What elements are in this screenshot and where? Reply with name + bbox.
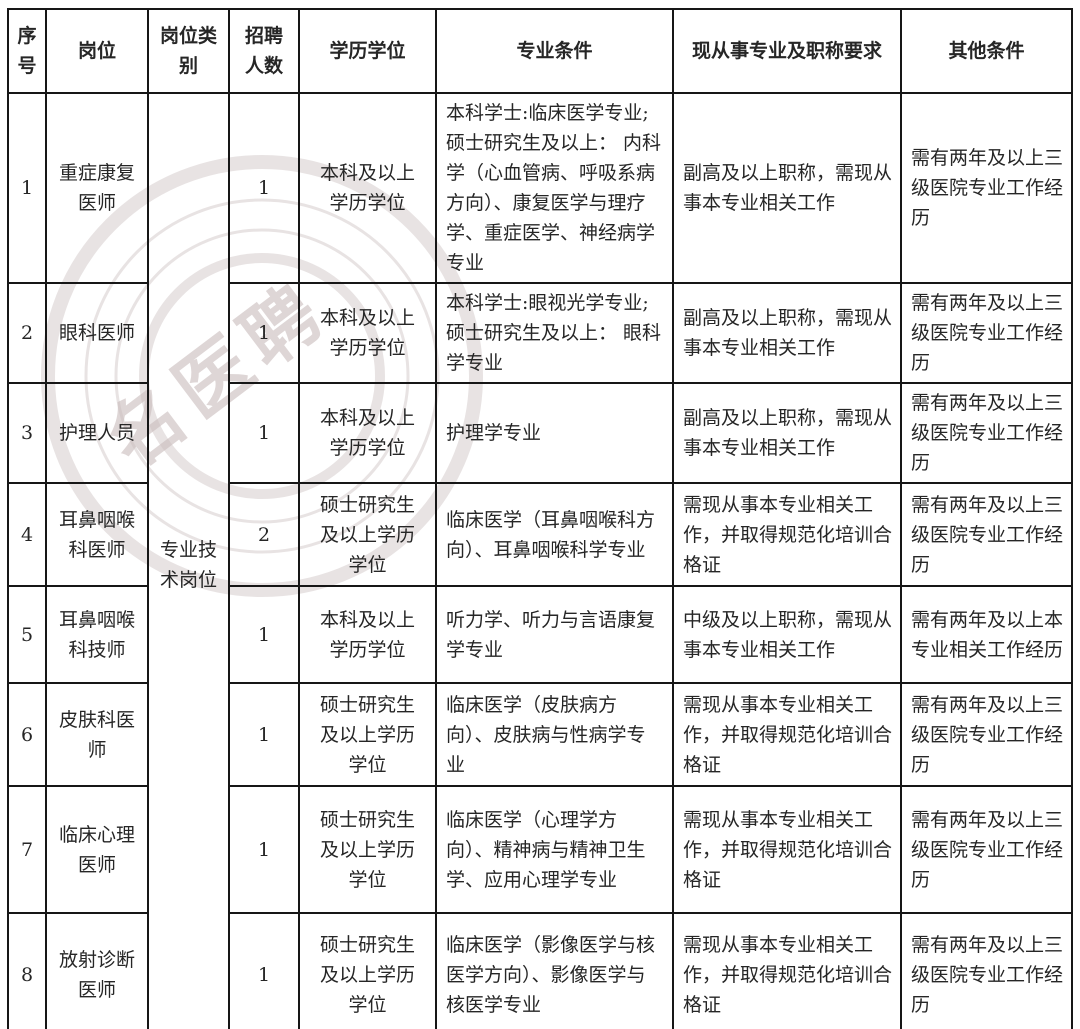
cell-title-requirement: 需现从事本专业相关工作，并取得规范化培训合格证 bbox=[672, 785, 902, 914]
column-header-major: 专业条件 bbox=[435, 8, 674, 94]
cell-serial: 8 bbox=[7, 912, 47, 1029]
cell-education: 硕士研究生 及以上学历 学位 bbox=[298, 682, 437, 787]
cell-position: 临床心理 医师 bbox=[45, 785, 149, 914]
cell-major-requirement: 护理学专业 bbox=[435, 382, 674, 484]
cell-major-requirement: 临床医学（耳鼻咽喉科方向）、耳鼻咽喉科学专业 bbox=[435, 482, 674, 587]
cell-other-requirement: 需有两年及以上三级医院专业工作经历 bbox=[900, 785, 1073, 914]
table-row: 7 临床心理 医师 1 硕士研究生 及以上学历 学位 临床医学（心理学方向）、精… bbox=[7, 785, 1073, 914]
cell-serial: 6 bbox=[7, 682, 47, 787]
cell-major-requirement: 临床医学（影像医学与核医学方向）、影像医学与核医学专业 bbox=[435, 912, 674, 1029]
cell-count: 1 bbox=[228, 282, 300, 384]
cell-title-requirement: 需现从事本专业相关工作，并取得规范化培训合格证 bbox=[672, 482, 902, 587]
cell-education: 本科及以上 学历学位 bbox=[298, 282, 437, 384]
recruitment-table: 序 号 岗位 岗位类 别 招聘 人数 学历学位 专业条件 现从事专业及职称要求 … bbox=[7, 8, 1073, 1029]
column-header-count: 招聘 人数 bbox=[228, 8, 300, 94]
cell-title-requirement: 需现从事本专业相关工作，并取得规范化培训合格证 bbox=[672, 912, 902, 1029]
table-row: 2 眼科医师 1 本科及以上 学历学位 本科学士:眼视光学专业;硕士研究生及以上… bbox=[7, 282, 1073, 384]
column-header-education: 学历学位 bbox=[298, 8, 437, 94]
cell-education: 硕士研究生 及以上学历 学位 bbox=[298, 482, 437, 587]
column-header-category: 岗位类 别 bbox=[147, 8, 230, 94]
cell-major-requirement: 临床医学（心理学方向）、精神病与精神卫生学、应用心理学专业 bbox=[435, 785, 674, 914]
cell-count: 1 bbox=[228, 682, 300, 787]
cell-position: 眼科医师 bbox=[45, 282, 149, 384]
cell-category: 专业技 术岗位 bbox=[147, 92, 230, 1029]
cell-education: 本科及以上 学历学位 bbox=[298, 585, 437, 684]
table-row: 6 皮肤科医 师 1 硕士研究生 及以上学历 学位 临床医学（皮肤病方向）、皮肤… bbox=[7, 682, 1073, 787]
column-header-title-requirement: 现从事专业及职称要求 bbox=[672, 8, 902, 94]
cell-other-requirement: 需有两年及以上三级医院专业工作经历 bbox=[900, 282, 1073, 384]
cell-serial: 5 bbox=[7, 585, 47, 684]
cell-other-requirement: 需有两年及以上本专业相关工作经历 bbox=[900, 585, 1073, 684]
header-row: 序 号 岗位 岗位类 别 招聘 人数 学历学位 专业条件 现从事专业及职称要求 … bbox=[7, 8, 1073, 94]
cell-serial: 4 bbox=[7, 482, 47, 587]
table-row: 5 耳鼻咽喉 科技师 1 本科及以上 学历学位 听力学、听力与言语康复学专业 中… bbox=[7, 585, 1073, 684]
cell-other-requirement: 需有两年及以上三级医院专业工作经历 bbox=[900, 482, 1073, 587]
cell-other-requirement: 需有两年及以上三级医院专业工作经历 bbox=[900, 912, 1073, 1029]
cell-major-requirement: 临床医学（皮肤病方向）、皮肤病与性病学专业 bbox=[435, 682, 674, 787]
cell-education: 硕士研究生 及以上学历 学位 bbox=[298, 785, 437, 914]
cell-serial: 2 bbox=[7, 282, 47, 384]
cell-education: 硕士研究生 及以上学历 学位 bbox=[298, 912, 437, 1029]
cell-education: 本科及以上 学历学位 bbox=[298, 92, 437, 284]
cell-count: 1 bbox=[228, 785, 300, 914]
cell-title-requirement: 中级及以上职称，需现从事本专业相关工作 bbox=[672, 585, 902, 684]
cell-position: 耳鼻咽喉 科医师 bbox=[45, 482, 149, 587]
cell-major-requirement: 本科学士:眼视光学专业;硕士研究生及以上： 眼科学专业 bbox=[435, 282, 674, 384]
cell-position: 重症康复 医师 bbox=[45, 92, 149, 284]
cell-major-requirement: 听力学、听力与言语康复学专业 bbox=[435, 585, 674, 684]
column-header-position: 岗位 bbox=[45, 8, 149, 94]
cell-title-requirement: 副高及以上职称，需现从事本专业相关工作 bbox=[672, 92, 902, 284]
cell-other-requirement: 需有两年及以上三级医院专业工作经历 bbox=[900, 382, 1073, 484]
cell-position: 放射诊断 医师 bbox=[45, 912, 149, 1029]
cell-count: 1 bbox=[228, 912, 300, 1029]
cell-serial: 3 bbox=[7, 382, 47, 484]
cell-count: 1 bbox=[228, 585, 300, 684]
cell-title-requirement: 副高及以上职称，需现从事本专业相关工作 bbox=[672, 282, 902, 384]
table-row: 1 重症康复 医师 专业技 术岗位 1 本科及以上 学历学位 本科学士:临床医学… bbox=[7, 92, 1073, 1029]
cell-education: 本科及以上 学历学位 bbox=[298, 382, 437, 484]
table-row: 8 放射诊断 医师 1 硕士研究生 及以上学历 学位 临床医学（影像医学与核医学… bbox=[7, 912, 1073, 1029]
cell-title-requirement: 需现从事本专业相关工作，并取得规范化培训合格证 bbox=[672, 682, 902, 787]
cell-major-requirement: 本科学士:临床医学专业;硕士研究生及以上： 内科学（心血管病、呼吸系病方向）、康… bbox=[435, 92, 674, 284]
cell-count: 1 bbox=[228, 382, 300, 484]
column-header-serial: 序 号 bbox=[7, 8, 47, 94]
cell-count: 1 bbox=[228, 92, 300, 284]
cell-serial: 7 bbox=[7, 785, 47, 914]
cell-position: 耳鼻咽喉 科技师 bbox=[45, 585, 149, 684]
cell-count: 2 bbox=[228, 482, 300, 587]
cell-position: 皮肤科医 师 bbox=[45, 682, 149, 787]
cell-other-requirement: 需有两年及以上三级医院专业工作经历 bbox=[900, 92, 1073, 284]
cell-serial: 1 bbox=[7, 92, 47, 284]
table-row: 4 耳鼻咽喉 科医师 2 硕士研究生 及以上学历 学位 临床医学（耳鼻咽喉科方向… bbox=[7, 482, 1073, 587]
column-header-other: 其他条件 bbox=[900, 8, 1073, 94]
table-row: 3 护理人员 1 本科及以上 学历学位 护理学专业 副高及以上职称，需现从事本专… bbox=[7, 382, 1073, 484]
cell-position: 护理人员 bbox=[45, 382, 149, 484]
cell-title-requirement: 副高及以上职称，需现从事本专业相关工作 bbox=[672, 382, 902, 484]
cell-other-requirement: 需有两年及以上三级医院专业工作经历 bbox=[900, 682, 1073, 787]
